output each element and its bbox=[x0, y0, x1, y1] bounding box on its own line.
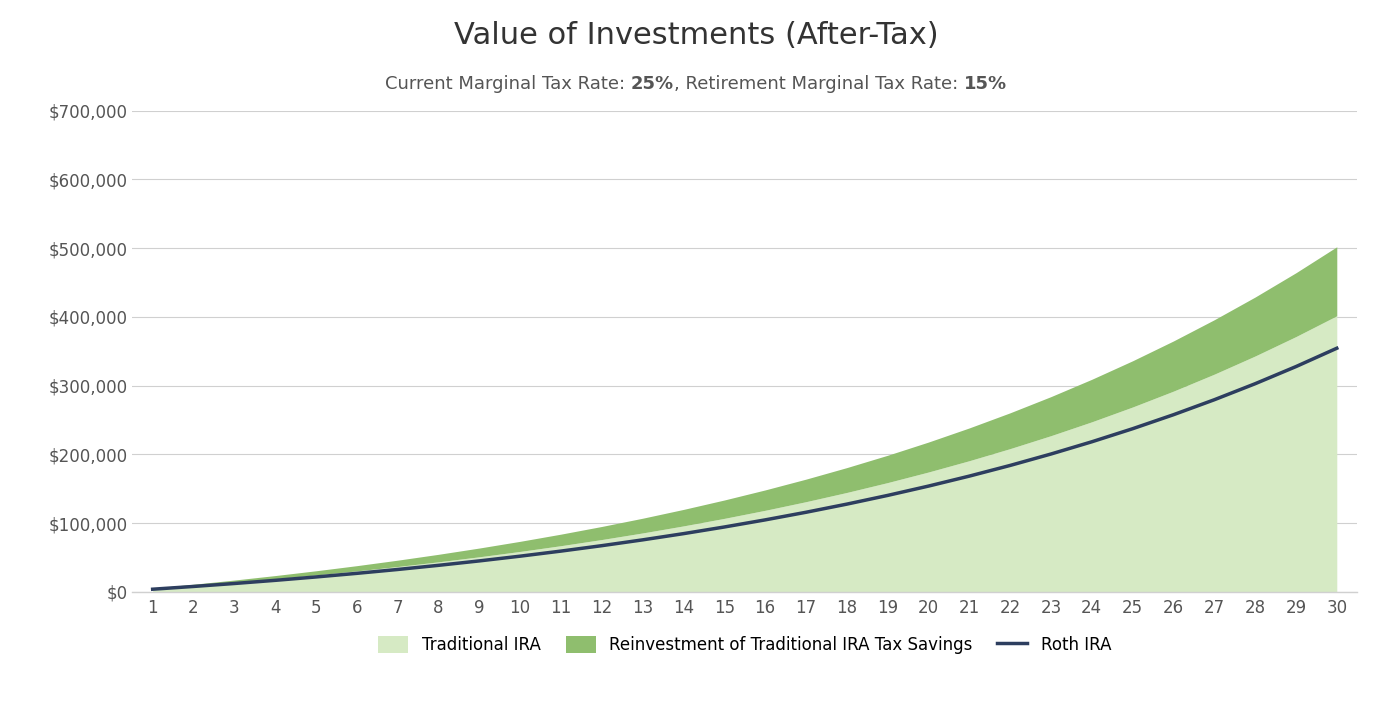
Legend: Traditional IRA, Reinvestment of Traditional IRA Tax Savings, Roth IRA: Traditional IRA, Reinvestment of Traditi… bbox=[372, 629, 1118, 660]
Text: Value of Investments (After-Tax): Value of Investments (After-Tax) bbox=[454, 21, 938, 51]
Text: , Retirement Marginal Tax Rate:: , Retirement Marginal Tax Rate: bbox=[674, 75, 963, 93]
Text: Current Marginal Tax Rate:: Current Marginal Tax Rate: bbox=[386, 75, 631, 93]
Text: 25%: 25% bbox=[631, 75, 674, 93]
Text: 15%: 15% bbox=[963, 75, 1006, 93]
